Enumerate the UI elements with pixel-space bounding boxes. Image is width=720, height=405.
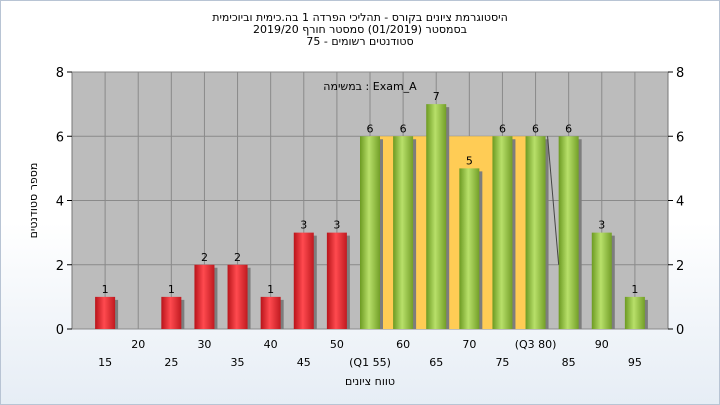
bar	[426, 104, 447, 329]
x-tick-label-lower: 15	[98, 356, 112, 369]
bar	[326, 232, 347, 329]
data-label: 3	[598, 219, 605, 232]
x-tick-label-upper: 90	[595, 338, 609, 351]
y-axis-label: מספר סטודנטים	[27, 163, 40, 239]
data-label: 6	[565, 122, 572, 135]
bars	[95, 104, 648, 329]
x-tick-label-lower: 25	[164, 356, 178, 369]
data-label: 6	[400, 122, 407, 135]
x-tick-label-lower: 35	[231, 356, 245, 369]
y-tick-label-left: 6	[56, 130, 64, 145]
y-tick-label-right: 4	[676, 195, 684, 210]
data-label: 7	[433, 90, 440, 103]
chart-title-line-1: היסטוגרמת ציונים בקורס - תהליכי הפרדה 1 …	[212, 11, 508, 24]
bar	[227, 264, 248, 329]
bar	[293, 232, 314, 329]
data-label: 1	[168, 283, 175, 296]
data-label: 1	[267, 283, 274, 296]
x-tick-label-lower: 75	[495, 356, 509, 369]
y-tick-label-left: 2	[56, 259, 64, 274]
y-tick-label-left: 4	[56, 195, 64, 210]
bar	[492, 136, 513, 329]
bar	[591, 232, 612, 329]
connector-line	[547, 136, 560, 265]
y-tick-label-right: 0	[676, 323, 684, 338]
data-label: 2	[234, 251, 241, 264]
x-tick-label-lower: 45	[297, 356, 311, 369]
data-label: 1	[102, 283, 109, 296]
bar	[260, 296, 281, 329]
data-label: 1	[631, 283, 638, 296]
bar	[558, 136, 579, 329]
x-tick-label-upper: 60	[396, 338, 410, 351]
chart-title-line-3: 75 - סטודנטים רשומים	[306, 35, 414, 48]
y-tick-label-right: 8	[676, 66, 684, 81]
data-label: 3	[333, 219, 340, 232]
x-tick-label-lower: 65	[429, 356, 443, 369]
x-ticks: 20 30 40 50 60 70 (Q3 80) 90 15 25 35 45 (Q1 55) 65 75…	[98, 338, 642, 369]
bar	[360, 136, 380, 329]
data-label: 6	[532, 122, 539, 135]
x-tick-label-lower: (Q1 55)	[349, 356, 391, 369]
data-label: 6	[367, 122, 374, 135]
bar	[194, 264, 215, 329]
bar	[624, 296, 645, 329]
chart-annotation: במשימה : Exam_A	[323, 80, 417, 93]
x-tick-label-lower: 85	[562, 356, 576, 369]
x-tick-label-upper: 70	[462, 338, 476, 351]
data-labels: 1 1 2 2 1 3 3 6 6 7 5 6 6 6 3 1	[102, 90, 639, 296]
x-tick-label-lower: 95	[628, 356, 642, 369]
x-tick-label-upper: 30	[197, 338, 211, 351]
y-tick-label-right: 2	[676, 259, 684, 274]
data-label: 2	[201, 251, 208, 264]
bar	[393, 136, 414, 329]
y-tick-label-right: 6	[676, 130, 684, 145]
bar	[161, 296, 182, 329]
y-ticks: 0 0 2 2 4 4 6 6 8 8	[56, 66, 685, 338]
bar	[95, 296, 116, 329]
y-tick-label-left: 0	[56, 323, 64, 338]
data-label: 3	[300, 219, 307, 232]
y-tick-label-left: 8	[56, 66, 64, 81]
data-label: 6	[499, 122, 506, 135]
x-tick-label-upper: 50	[330, 338, 344, 351]
bar	[525, 136, 546, 329]
data-label: 5	[466, 154, 473, 167]
bar	[459, 168, 480, 329]
x-tick-label-upper: (Q3 80)	[515, 338, 557, 351]
x-axis-label: טווח ציונים	[345, 375, 395, 388]
x-tick-label-upper: 20	[131, 338, 145, 351]
chart-title-line-2: בסמסטר (01/2019) סמסטר חורף 2019/20	[253, 23, 467, 36]
x-tick-label-upper: 40	[264, 338, 278, 351]
